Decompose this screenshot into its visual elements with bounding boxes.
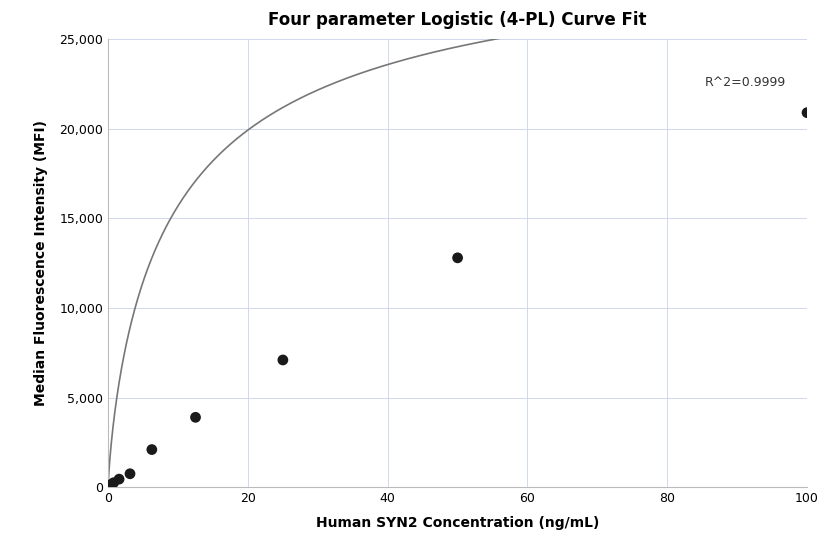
- Text: R^2=0.9999: R^2=0.9999: [705, 76, 786, 90]
- X-axis label: Human SYN2 Concentration (ng/mL): Human SYN2 Concentration (ng/mL): [316, 516, 599, 530]
- Point: [276, 356, 290, 365]
- Point: [103, 481, 116, 490]
- Point: [146, 445, 159, 454]
- Point: [104, 480, 117, 489]
- Title: Four parameter Logistic (4-PL) Curve Fit: Four parameter Logistic (4-PL) Curve Fit: [269, 11, 646, 29]
- Y-axis label: Median Fluorescence Intensity (MFI): Median Fluorescence Intensity (MFI): [34, 120, 48, 406]
- Point: [107, 478, 121, 487]
- Point: [800, 108, 814, 117]
- Point: [123, 469, 136, 478]
- Point: [102, 482, 116, 491]
- Point: [189, 413, 202, 422]
- Point: [451, 253, 464, 262]
- Point: [112, 475, 126, 484]
